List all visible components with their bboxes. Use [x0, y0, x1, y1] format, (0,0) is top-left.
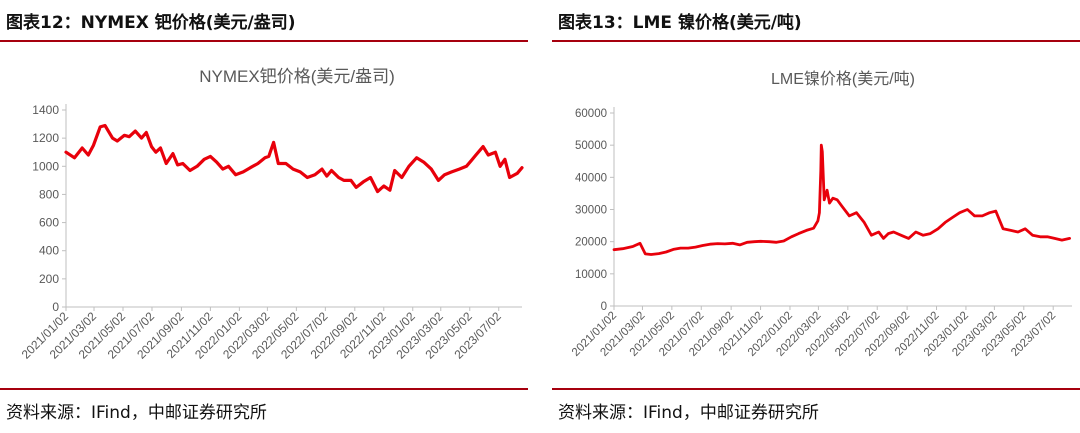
y-tick-label: 200	[39, 272, 59, 286]
chart-title: NYMEX钯价格(美元/盎司)	[199, 67, 395, 86]
bottom-rule	[552, 388, 1080, 390]
nickel-price-chart: LME镍价格(美元/吨) 0 10000 20000 30000 40000 50000 60…	[570, 70, 1072, 359]
bottom-rule	[0, 388, 528, 390]
top-rule	[0, 40, 528, 42]
y-tick-label: 0	[52, 300, 59, 314]
y-tick-label: 1200	[32, 131, 59, 145]
y-tick-label: 30000	[575, 205, 607, 217]
y-tick-label: 400	[39, 244, 59, 258]
y-tick-label: 20000	[575, 237, 607, 249]
source-note: 资料来源：IFind，中邮证券研究所	[558, 403, 819, 423]
chart-title: LME镍价格(美元/吨)	[771, 70, 915, 88]
y-tick-label: 40000	[575, 172, 607, 184]
y-tick-label: 600	[39, 216, 59, 230]
y-tick-label: 60000	[575, 108, 607, 120]
y-tick-label: 10000	[575, 269, 607, 281]
series-line	[64, 123, 524, 194]
y-tick-label: 1000	[32, 159, 59, 173]
series-line	[612, 143, 1071, 256]
figure-title: 图表13：LME 镍价格(美元/吨)	[558, 13, 802, 33]
left-figure-panel: 图表12：NYMEX 钯价格(美元/盎司) NYMEX钯价格(美元/盎司) 0 20…	[0, 0, 528, 433]
top-rule	[552, 40, 1080, 42]
source-note: 资料来源：IFind，中邮证券研究所	[6, 403, 267, 423]
y-tick-label: 1400	[32, 103, 59, 117]
palladium-price-chart: NYMEX钯价格(美元/盎司) 0 200 400 600 800 1000 1200 1400…	[19, 67, 524, 362]
y-tick-label: 0	[601, 301, 607, 313]
y-tick-label: 800	[39, 187, 59, 201]
y-tick-label: 50000	[575, 140, 607, 152]
figure-title: 图表12：NYMEX 钯价格(美元/盎司)	[6, 13, 296, 33]
right-figure-panel: 图表13：LME 镍价格(美元/吨) LME镍价格(美元/吨) 0 10000 200…	[552, 0, 1080, 433]
